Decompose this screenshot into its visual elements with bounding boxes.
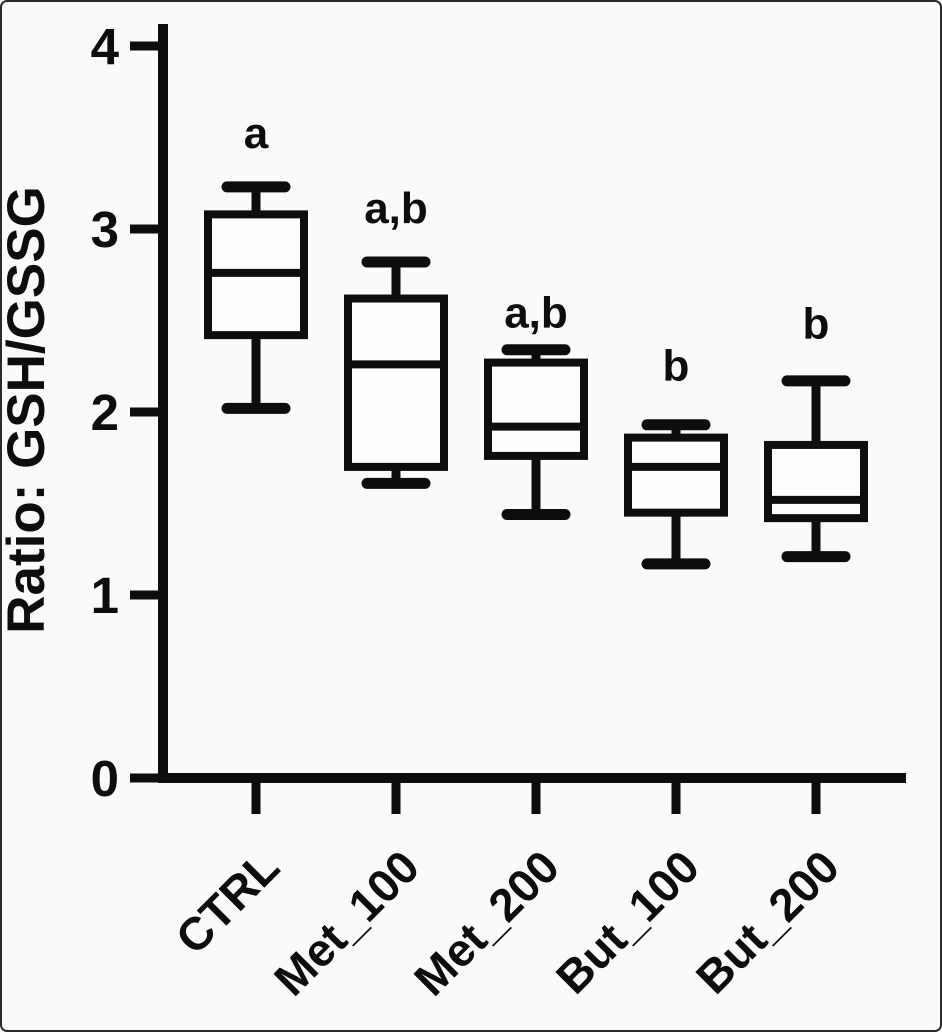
significance-label: a — [244, 109, 269, 158]
y-tick-label: 2 — [91, 384, 119, 441]
significance-label: a,b — [504, 288, 568, 337]
y-tick-label: 0 — [91, 750, 119, 807]
x-category-label: Met_100 — [264, 840, 429, 1005]
significance-label: b — [663, 341, 690, 390]
box-iqr — [764, 440, 868, 523]
box-iqr — [344, 294, 448, 471]
y-tick-label: 1 — [91, 567, 119, 624]
significance-label: a,b — [364, 184, 428, 233]
y-tick-label: 4 — [91, 18, 120, 75]
x-category-label: Met_200 — [404, 840, 569, 1005]
y-tick-label: 3 — [91, 201, 119, 258]
x-category-label: CTRL — [166, 840, 289, 963]
box-iqr — [484, 358, 588, 460]
x-category-label: But_100 — [546, 840, 709, 1003]
y-axis-title: Ratio: GSH/GSSG — [2, 186, 56, 634]
x-category-label: But_200 — [686, 840, 849, 1003]
box-iqr — [624, 433, 728, 517]
significance-label: b — [803, 299, 830, 348]
